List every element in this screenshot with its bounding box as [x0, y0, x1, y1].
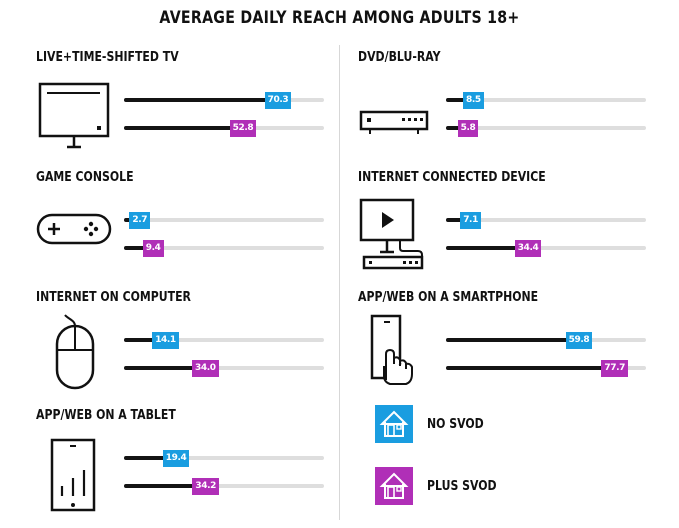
bar-group: 8.5 5.8 [446, 50, 646, 170]
bar-plus-svod [124, 484, 193, 488]
tablet-icon [50, 438, 96, 518]
bar-track [446, 246, 646, 250]
chart-panel: DVD/BLU-RAY 8.5 5.8 [358, 50, 658, 170]
bar-no-svod [124, 456, 163, 460]
house-icon [375, 467, 413, 505]
panel-title: APP/WEB ON A SMARTPHONE [358, 290, 539, 305]
bar-no-svod [446, 338, 566, 342]
bar-no-svod [124, 98, 265, 102]
game-controller-icon [36, 210, 112, 254]
smartphone-icon [370, 314, 418, 390]
data-label-plus-svod: 34.2 [192, 478, 219, 495]
bar-track [446, 218, 646, 222]
bar-group: 7.1 34.4 [446, 170, 646, 290]
bar-track [124, 246, 324, 250]
tv-icon [36, 82, 112, 158]
chart-panel: INTERNET CONNECTED DEVICE 7.1 34.4 [358, 170, 658, 290]
mouse-icon [54, 314, 96, 396]
data-label-plus-svod: 34.4 [514, 240, 542, 257]
bar-group: 70.3 52.8 [124, 50, 324, 170]
bar-track [446, 126, 646, 130]
bar-track [124, 484, 324, 488]
bar-no-svod [124, 338, 153, 342]
chart-panel: INTERNET ON COMPUTER 14.1 34.0 [36, 290, 336, 410]
bar-plus-svod [124, 366, 192, 370]
data-label-no-svod: 8.5 [463, 92, 484, 109]
bar-no-svod [446, 218, 461, 222]
chart-panel: GAME CONSOLE 2.7 9.4 [36, 170, 336, 290]
bar-plus-svod [124, 246, 143, 250]
data-label-plus-svod: 77.7 [601, 360, 628, 377]
legend-label: NO SVOD [427, 417, 484, 432]
data-label-no-svod: 2.7 [129, 212, 151, 229]
house-icon [375, 405, 413, 443]
panel-title: DVD/BLU-RAY [358, 50, 441, 65]
data-label-no-svod: 59.8 [565, 332, 593, 349]
panel-title: GAME CONSOLE [36, 170, 134, 185]
bar-track [124, 366, 324, 370]
bar-track [446, 98, 646, 102]
bar-no-svod [124, 218, 130, 222]
bar-track [124, 456, 324, 460]
bar-group: 2.7 9.4 [124, 170, 324, 290]
legend-label: PLUS SVOD [427, 479, 497, 494]
chart-panel: APP/WEB ON A TABLET 19.4 34.2 [36, 408, 336, 528]
chart-title: AVERAGE DAILY REACH AMONG ADULTS 18+ [159, 8, 520, 27]
bar-track [124, 218, 324, 222]
bar-group: 19.4 34.2 [124, 408, 324, 528]
column-divider [339, 45, 340, 520]
data-label-plus-svod: 9.4 [142, 240, 164, 257]
bar-plus-svod [124, 126, 230, 130]
bar-plus-svod [446, 366, 602, 370]
bar-plus-svod [446, 246, 515, 250]
bar-group: 59.8 77.7 [446, 290, 646, 410]
bar-track [124, 338, 324, 342]
panel-title: INTERNET CONNECTED DEVICE [358, 170, 546, 185]
dvd-player-icon [358, 107, 434, 141]
data-label-no-svod: 70.3 [264, 92, 292, 109]
connected-device-icon [358, 198, 438, 278]
data-label-plus-svod: 34.0 [192, 360, 219, 377]
bar-group: 14.1 34.0 [124, 290, 324, 410]
bar-no-svod [446, 98, 463, 102]
panel-title: LIVE+TIME-SHIFTED TV [36, 50, 179, 65]
data-label-no-svod: 7.1 [460, 212, 481, 229]
data-label-no-svod: 14.1 [152, 332, 179, 349]
data-label-plus-svod: 5.8 [457, 120, 479, 137]
panel-title: INTERNET ON COMPUTER [36, 290, 191, 305]
data-label-no-svod: 19.4 [162, 450, 190, 467]
chart-panel: LIVE+TIME-SHIFTED TV 70.3 52.8 [36, 50, 336, 170]
data-label-plus-svod: 52.8 [229, 120, 257, 137]
bar-plus-svod [446, 126, 458, 130]
chart-panel: APP/WEB ON A SMARTPHONE 59.8 77.7 [358, 290, 658, 410]
panel-title: APP/WEB ON A TABLET [36, 408, 176, 423]
